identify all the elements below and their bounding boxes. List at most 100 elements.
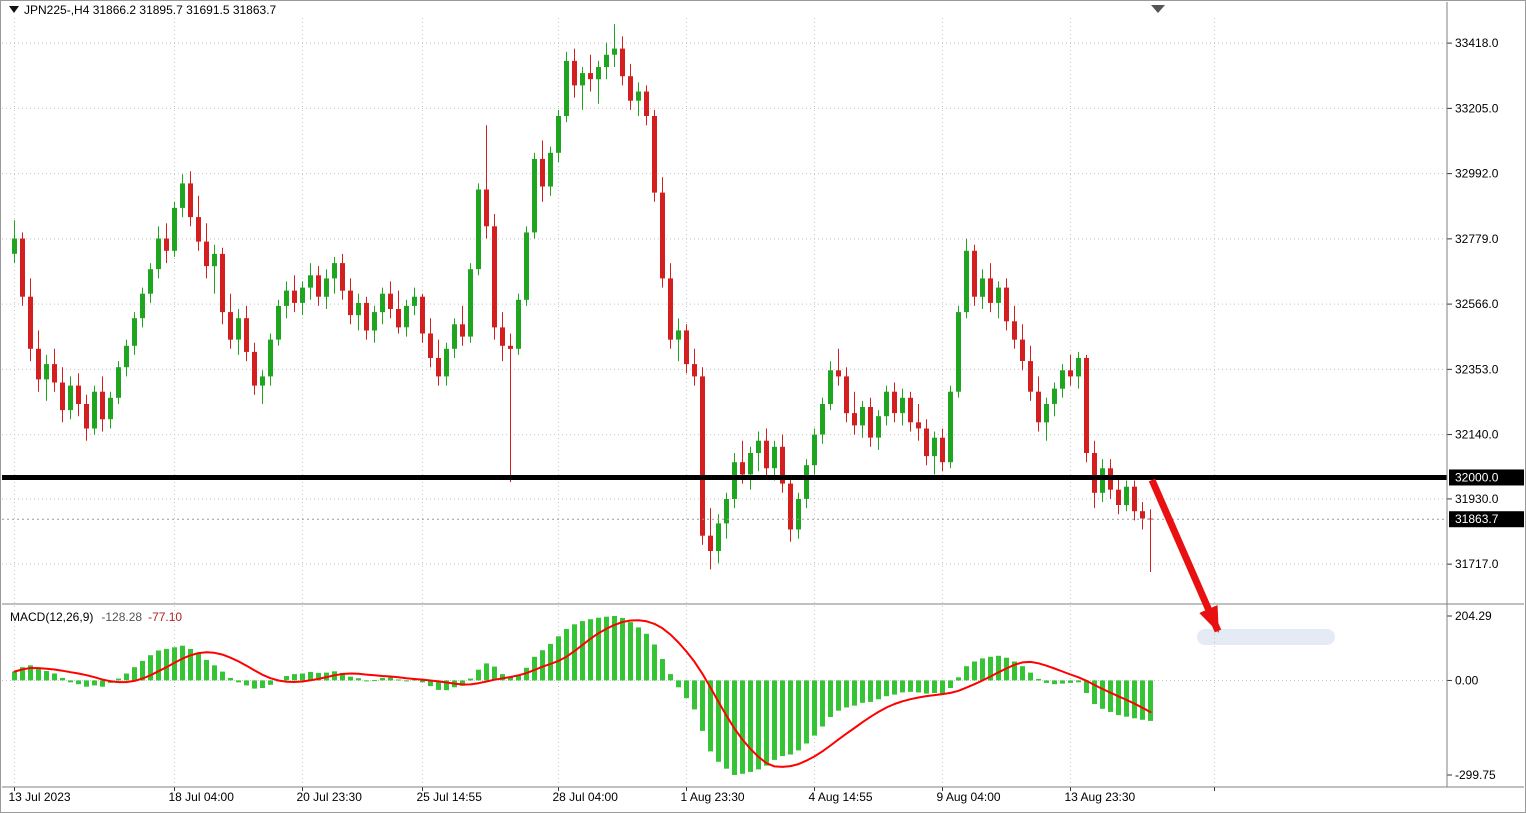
candle-body <box>980 278 985 297</box>
macd-histogram-bar <box>780 680 785 757</box>
macd-histogram-bar <box>788 680 793 755</box>
candle-body <box>812 434 817 466</box>
macd-label: MACD(12,26,9) -128.28 -77.10 <box>10 610 182 624</box>
macd-histogram-bar <box>244 680 249 686</box>
candle-body <box>1028 361 1033 392</box>
macd-histogram-bar <box>916 680 921 693</box>
macd-histogram-bar <box>852 680 857 706</box>
macd-histogram-bar <box>1084 680 1089 693</box>
price-axis-label: 31930.0 <box>1455 492 1499 506</box>
macd-histogram-bar <box>164 648 169 681</box>
macd-histogram-bar <box>1068 680 1073 683</box>
price-axis-area[interactable] <box>1447 2 1524 787</box>
candle-body <box>532 158 537 233</box>
macd-histogram-bar <box>180 645 185 681</box>
candle-body <box>988 278 993 303</box>
candle-body <box>892 391 897 414</box>
macd-histogram-bar <box>996 655 1001 681</box>
candle-body <box>444 348 449 377</box>
macd-indicator <box>2 616 1447 775</box>
chart-overlays <box>2 474 1447 520</box>
macd-histogram-bar <box>980 658 985 681</box>
macd-histogram-bar <box>596 617 601 681</box>
candle-body <box>396 309 401 328</box>
macd-histogram-bar <box>1108 680 1113 712</box>
candle-body <box>1004 287 1009 322</box>
candle-body <box>788 483 793 530</box>
time-axis-label: 28 Jul 04:00 <box>553 790 619 804</box>
time-axis-label: 20 Jul 23:30 <box>297 790 363 804</box>
macd-histogram-bar <box>444 680 449 691</box>
candle-body <box>428 333 433 358</box>
candle-body <box>220 253 225 313</box>
macd-histogram-bar <box>116 678 121 681</box>
price-axis-label: 33205.0 <box>1455 101 1499 115</box>
macd-histogram-bar <box>540 650 545 681</box>
candlestick-series <box>12 24 1153 572</box>
candle-body <box>596 67 601 80</box>
macd-histogram-bar <box>308 671 313 681</box>
watermark-artifact <box>1197 629 1335 645</box>
macd-histogram-bar <box>844 680 849 708</box>
macd-histogram-bar <box>420 680 425 683</box>
macd-histogram-bar <box>428 680 433 687</box>
macd-histogram-bar <box>156 650 161 681</box>
macd-histogram-bar <box>516 674 521 681</box>
macd-histogram-bar <box>1012 661 1017 681</box>
candle-body <box>20 238 25 297</box>
macd-histogram-bar <box>964 666 969 681</box>
candle-body <box>484 189 489 227</box>
candle-body <box>180 183 185 208</box>
macd-histogram-bar <box>692 680 697 710</box>
macd-histogram-bar <box>740 680 745 774</box>
candle-body <box>412 296 417 306</box>
time-axis-label: 18 Jul 04:00 <box>169 790 235 804</box>
macd-histogram-bar <box>940 680 945 694</box>
candle-body <box>340 263 345 291</box>
candle-body <box>1068 370 1073 377</box>
time-axis-area[interactable] <box>2 787 1524 811</box>
candle-body <box>380 293 385 313</box>
candle-body <box>252 351 257 386</box>
macd-histogram-bar <box>548 643 553 681</box>
macd-histogram-bar <box>772 680 777 760</box>
macd-histogram-bar <box>556 636 561 681</box>
candle-body <box>404 305 409 328</box>
macd-histogram-bar <box>284 676 289 681</box>
macd-histogram-bar <box>92 680 97 686</box>
macd-histogram-bar <box>988 656 993 681</box>
macd-histogram-bar <box>124 673 129 681</box>
candle-body <box>1116 489 1121 505</box>
candle-body <box>44 364 49 380</box>
macd-axis-label: -299.75 <box>1455 768 1496 782</box>
macd-histogram-bar <box>316 672 321 681</box>
macd-histogram-bar <box>228 677 233 681</box>
macd-histogram-bar <box>1036 678 1041 681</box>
candle-body <box>1140 511 1145 519</box>
macd-histogram-bar <box>220 671 225 681</box>
level-price-badge <box>1449 469 1524 486</box>
macd-histogram-bar <box>404 680 409 682</box>
candle-body <box>1044 404 1049 423</box>
macd-histogram-bar <box>868 680 873 702</box>
chart-shift-marker[interactable] <box>1151 5 1165 13</box>
candle-body <box>1012 321 1017 340</box>
macd-histogram-bar <box>484 663 489 681</box>
macd-histogram-bar <box>972 661 977 681</box>
time-axis-label: 4 Aug 14:55 <box>809 790 873 804</box>
candle-body <box>772 446 777 469</box>
candle-body <box>764 440 769 469</box>
symbol-dropdown-icon[interactable] <box>9 6 19 13</box>
candle-body <box>1100 468 1105 493</box>
macd-histogram-bar <box>956 677 961 681</box>
candle-body <box>604 54 609 68</box>
macd-histogram-bar <box>236 680 241 683</box>
price-axis-label: 31717.0 <box>1455 557 1499 571</box>
candle-body <box>76 385 81 404</box>
sell-signal-arrow[interactable] <box>1148 478 1222 633</box>
candle-body <box>52 364 57 383</box>
candle-body <box>28 296 33 349</box>
candle-body <box>276 305 281 340</box>
candle-body <box>1020 339 1025 361</box>
